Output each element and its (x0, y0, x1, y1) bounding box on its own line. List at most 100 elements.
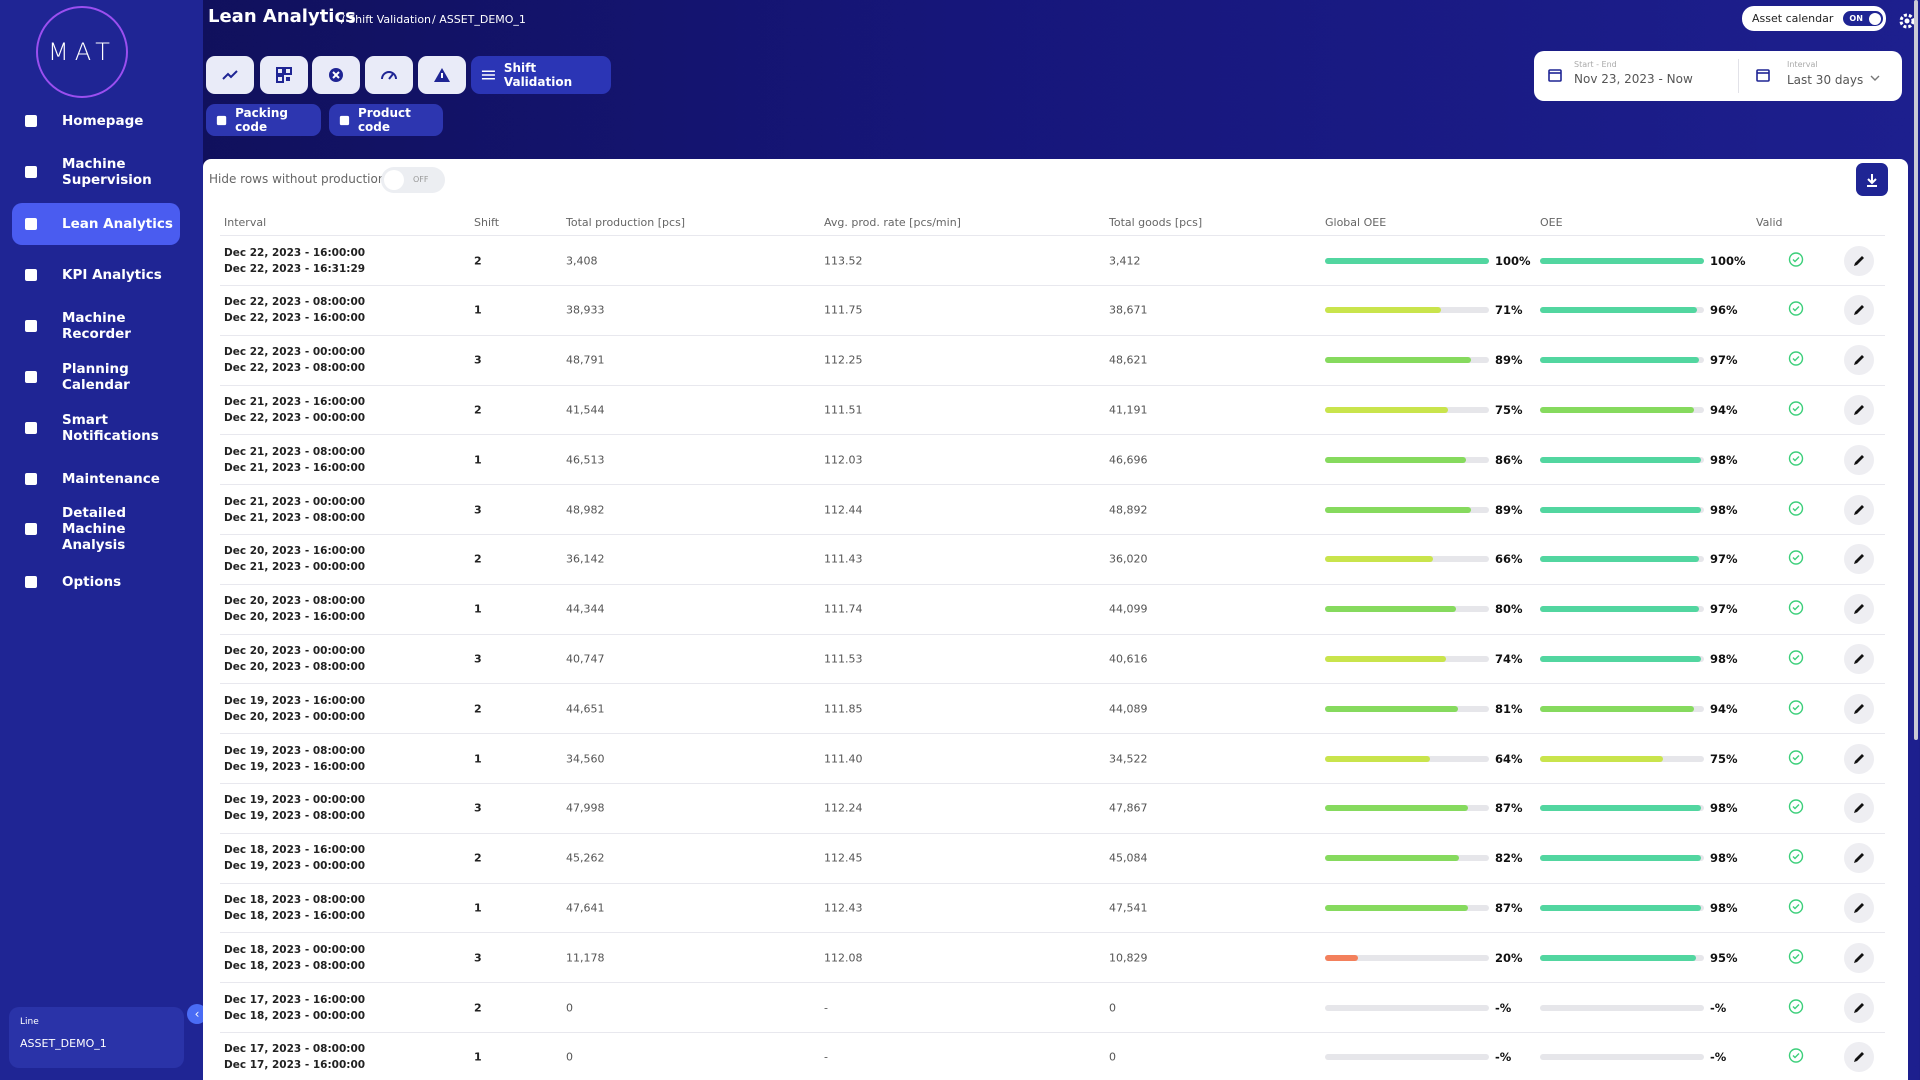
oee-label: 98% (1710, 900, 1738, 915)
hide-rows-toggle[interactable]: OFF (381, 167, 445, 193)
filter-button[interactable]: Product code (329, 104, 443, 136)
edit-button[interactable] (1844, 394, 1874, 425)
view-button[interactable]: Shift Validation (471, 56, 611, 94)
edit-button[interactable] (1844, 295, 1874, 326)
oee-label: 75% (1710, 751, 1738, 766)
goods-cell: 41,191 (1109, 403, 1148, 417)
column-header[interactable]: Interval (224, 216, 267, 229)
edit-button[interactable] (1844, 494, 1874, 525)
production-cell: 48,982 (566, 503, 605, 516)
asset-calendar-toggle[interactable]: Asset calendar ON (1742, 6, 1886, 31)
nav-item[interactable]: Smart Notifications (12, 407, 180, 449)
nav-label: Machine Supervision (62, 156, 152, 188)
oee-bar (1540, 406, 1695, 413)
collapse-button[interactable]: ‹ (187, 1004, 207, 1024)
edit-button[interactable] (1844, 793, 1874, 824)
rate-cell: 111.53 (824, 652, 863, 666)
nav-item[interactable]: Homepage (12, 100, 180, 142)
oee-label: 98% (1710, 452, 1738, 467)
edit-button[interactable] (1844, 992, 1874, 1023)
oee-bar (1540, 307, 1698, 314)
oee-bar (1540, 904, 1701, 911)
edit-button[interactable] (1844, 345, 1874, 376)
download-button[interactable] (1856, 163, 1888, 196)
oee-track (1540, 1054, 1704, 1061)
oee-bar (1325, 904, 1468, 911)
edit-button[interactable] (1844, 245, 1874, 276)
breadcrumb[interactable]: / Shift Validation (341, 13, 432, 26)
interval-cell: Dec 21, 2023 - 16:00:00 Dec 22, 2023 - 00… (224, 394, 365, 426)
edit-button[interactable] (1844, 643, 1874, 674)
qr-button[interactable] (260, 56, 308, 94)
interval-start: Dec 18, 2023 - 08:00:00 (224, 893, 366, 906)
shift-cell: 3 (474, 503, 482, 516)
nav-item[interactable]: Detailed Machine Analysis (12, 505, 180, 553)
valid-icon (1788, 699, 1804, 718)
rate-cell: 111.85 (824, 702, 863, 716)
valid-icon (1788, 400, 1804, 419)
interval-start: Dec 22, 2023 - 00:00:00 (224, 346, 366, 359)
oee-track (1325, 904, 1489, 911)
goods-cell: 46,696 (1109, 453, 1148, 467)
column-header: OEE (1540, 216, 1563, 229)
nav-item[interactable]: Machine Recorder (12, 305, 180, 347)
line-selector[interactable]: Line ASSET_DEMO_1 (9, 1007, 184, 1068)
interval-cell: Dec 19, 2023 - 16:00:00 Dec 20, 2023 - 00… (224, 693, 365, 725)
table-row: Dec 17, 2023 - 08:00:00 Dec 17, 2023 - 16… (220, 1033, 1885, 1080)
shift-cell: 1 (474, 752, 482, 765)
oee-label: 86% (1495, 452, 1523, 467)
oee-bar (1325, 456, 1467, 463)
edit-button[interactable] (1844, 544, 1874, 575)
interval-end: Dec 22, 2023 - 16:00:00 (224, 312, 366, 325)
edit-button[interactable] (1844, 444, 1874, 475)
nav-item[interactable]: Machine Supervision (12, 151, 180, 193)
oee-track (1325, 257, 1489, 264)
speed-button[interactable] (365, 56, 413, 94)
rate-cell: 112.03 (824, 453, 863, 467)
production-cell: 40,747 (566, 652, 605, 666)
oee-label: 98% (1710, 502, 1738, 517)
date-picker[interactable]: Start - End Nov 23, 2023 - Now Interval … (1534, 51, 1902, 101)
alarm-button[interactable] (418, 56, 466, 94)
production-cell: 0 (566, 1050, 573, 1064)
nav-item[interactable]: Options (12, 561, 180, 603)
production-cell: 47,641 (566, 901, 605, 915)
interval-start: Dec 22, 2023 - 08:00:00 (224, 296, 366, 309)
scrollbar[interactable] (1914, 0, 1918, 740)
edit-button[interactable] (1844, 594, 1874, 625)
nav-item[interactable]: Lean Analytics (12, 203, 180, 245)
column-header: Avg. prod. rate [pcs/min] (824, 216, 961, 229)
logo[interactable]: MAT (36, 6, 128, 98)
valid-icon (1788, 251, 1804, 270)
edit-button[interactable] (1844, 743, 1874, 774)
oee-bar (1325, 755, 1430, 762)
edit-button[interactable] (1844, 693, 1874, 724)
oee-track (1325, 855, 1489, 862)
edit-button[interactable] (1844, 892, 1874, 923)
oee-label: 87% (1495, 801, 1523, 816)
oee-label: 75% (1495, 402, 1523, 417)
edit-button[interactable] (1844, 942, 1874, 973)
interval-cell: Dec 19, 2023 - 08:00:00 Dec 19, 2023 - 16… (224, 743, 365, 775)
production-cell: 34,560 (566, 752, 605, 765)
oee-bar (1325, 357, 1471, 364)
filter-button[interactable]: Packing code (206, 104, 321, 136)
edit-button[interactable] (1844, 1042, 1874, 1073)
nav-item[interactable]: Planning Calendar (12, 356, 180, 398)
page-title: Lean Analytics (208, 6, 356, 27)
table-row: Dec 18, 2023 - 00:00:00 Dec 18, 2023 - 08… (220, 933, 1885, 984)
interval-cell: Dec 22, 2023 - 00:00:00 Dec 22, 2023 - 08… (224, 344, 365, 376)
settings-button[interactable] (1898, 12, 1916, 30)
oee-label: 81% (1495, 701, 1523, 716)
oee-label: 96% (1710, 303, 1738, 318)
column-header: Valid (1756, 216, 1783, 229)
trend-button[interactable] (206, 56, 254, 94)
nav-item[interactable]: KPI Analytics (12, 254, 180, 296)
range-label: Start - End (1574, 60, 1617, 69)
edit-button[interactable] (1844, 843, 1874, 874)
rate-cell: 111.75 (824, 303, 863, 317)
scrap-button[interactable] (312, 56, 360, 94)
nav-item[interactable]: Maintenance (12, 458, 180, 500)
